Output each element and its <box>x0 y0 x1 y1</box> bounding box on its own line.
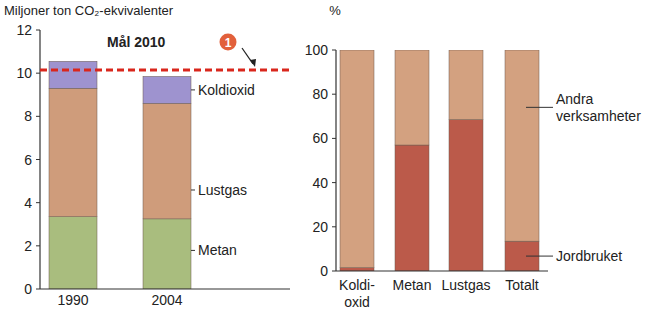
y-tick-label: 40 <box>312 175 328 191</box>
y-axis-label: Miljoner ton CO₂-ekvivalenter <box>4 3 174 18</box>
x-tick-label: Totalt <box>505 277 539 293</box>
series-label: Jordbruket <box>556 248 622 264</box>
leader-line <box>191 250 195 251</box>
bar-segment <box>143 76 191 103</box>
y-tick-label: 20 <box>312 219 328 235</box>
label-line: Metan <box>198 242 237 258</box>
x-tick-label: 2004 <box>151 292 182 308</box>
series-label: Metan <box>198 242 237 258</box>
leader-line <box>526 256 553 257</box>
y-tick-label: 6 <box>24 152 32 168</box>
chart-1: % 0 20 40 60 80 100 Koldi-oxid Metan Lustgas Total… <box>305 3 642 310</box>
bar-segment <box>143 103 191 218</box>
y-tick-label: 0 <box>24 281 32 297</box>
target-label: Mål 2010 <box>107 34 166 50</box>
bar-segment <box>49 61 97 88</box>
y-tick-label: 2 <box>24 238 32 254</box>
label-line: Metan <box>393 277 432 293</box>
bar-segment <box>505 50 539 241</box>
series-label: Lustgas <box>198 182 247 198</box>
label-line: Koldioxid <box>198 82 255 98</box>
chart-0: Miljoner ton CO₂-ekvivalenter 0 2 4 6 8 10 12 19… <box>4 3 290 308</box>
x-axis <box>40 288 290 289</box>
y-tick-label: 10 <box>16 65 32 81</box>
label-line: Koldi- <box>339 277 375 293</box>
y-tick-label: 8 <box>24 108 32 124</box>
bars <box>340 50 539 271</box>
target-line <box>40 68 290 71</box>
label-line: Lustgas <box>441 277 490 293</box>
bar-segment <box>49 217 97 289</box>
x-axis <box>336 270 548 271</box>
bars <box>49 61 191 289</box>
label-line: Andra <box>556 91 594 107</box>
bar-segment <box>395 145 429 271</box>
y-axis <box>335 50 336 271</box>
y-axis-label: % <box>329 3 341 18</box>
bar-segment <box>449 50 483 120</box>
label-line: 2004 <box>151 292 182 308</box>
target-arrowhead <box>250 59 256 67</box>
bar-segment <box>449 120 483 271</box>
y-tick-label: 80 <box>312 86 328 102</box>
y-tick-label: 4 <box>24 195 32 211</box>
bar-segment <box>395 50 429 145</box>
target-group <box>40 69 290 70</box>
label-line: oxid <box>344 294 370 310</box>
x-tick-label: 1990 <box>57 292 88 308</box>
label-line: Lustgas <box>198 182 247 198</box>
y-tick-label: 60 <box>312 130 328 146</box>
series-label: Andraverksamheter <box>556 91 641 124</box>
label-line: verksamheter <box>556 108 641 124</box>
y-tick-label: 12 <box>16 22 32 38</box>
label-line: Jordbruket <box>556 248 622 264</box>
series-label: Koldioxid <box>198 82 255 98</box>
badge <box>220 34 237 51</box>
leader-line <box>526 107 553 108</box>
label-line: 1990 <box>57 292 88 308</box>
bar-segment <box>143 219 191 289</box>
leader-line <box>191 89 195 90</box>
bar-segment <box>340 50 374 268</box>
y-tick-label: 100 <box>305 42 329 58</box>
label-line: Totalt <box>505 277 539 293</box>
badge-label: 1 <box>225 36 232 50</box>
x-tick-label: Koldi-oxid <box>339 277 375 310</box>
bar-segment <box>49 88 97 216</box>
y-tick-label: 0 <box>320 263 328 279</box>
x-tick-label: Metan <box>393 277 432 293</box>
x-tick-label: Lustgas <box>441 277 490 293</box>
leader-line <box>191 189 195 190</box>
figure: Miljoner ton CO₂-ekvivalenter02468101219… <box>0 0 661 329</box>
chart-root: Miljoner ton CO₂-ekvivalenter02468101219… <box>0 0 661 329</box>
